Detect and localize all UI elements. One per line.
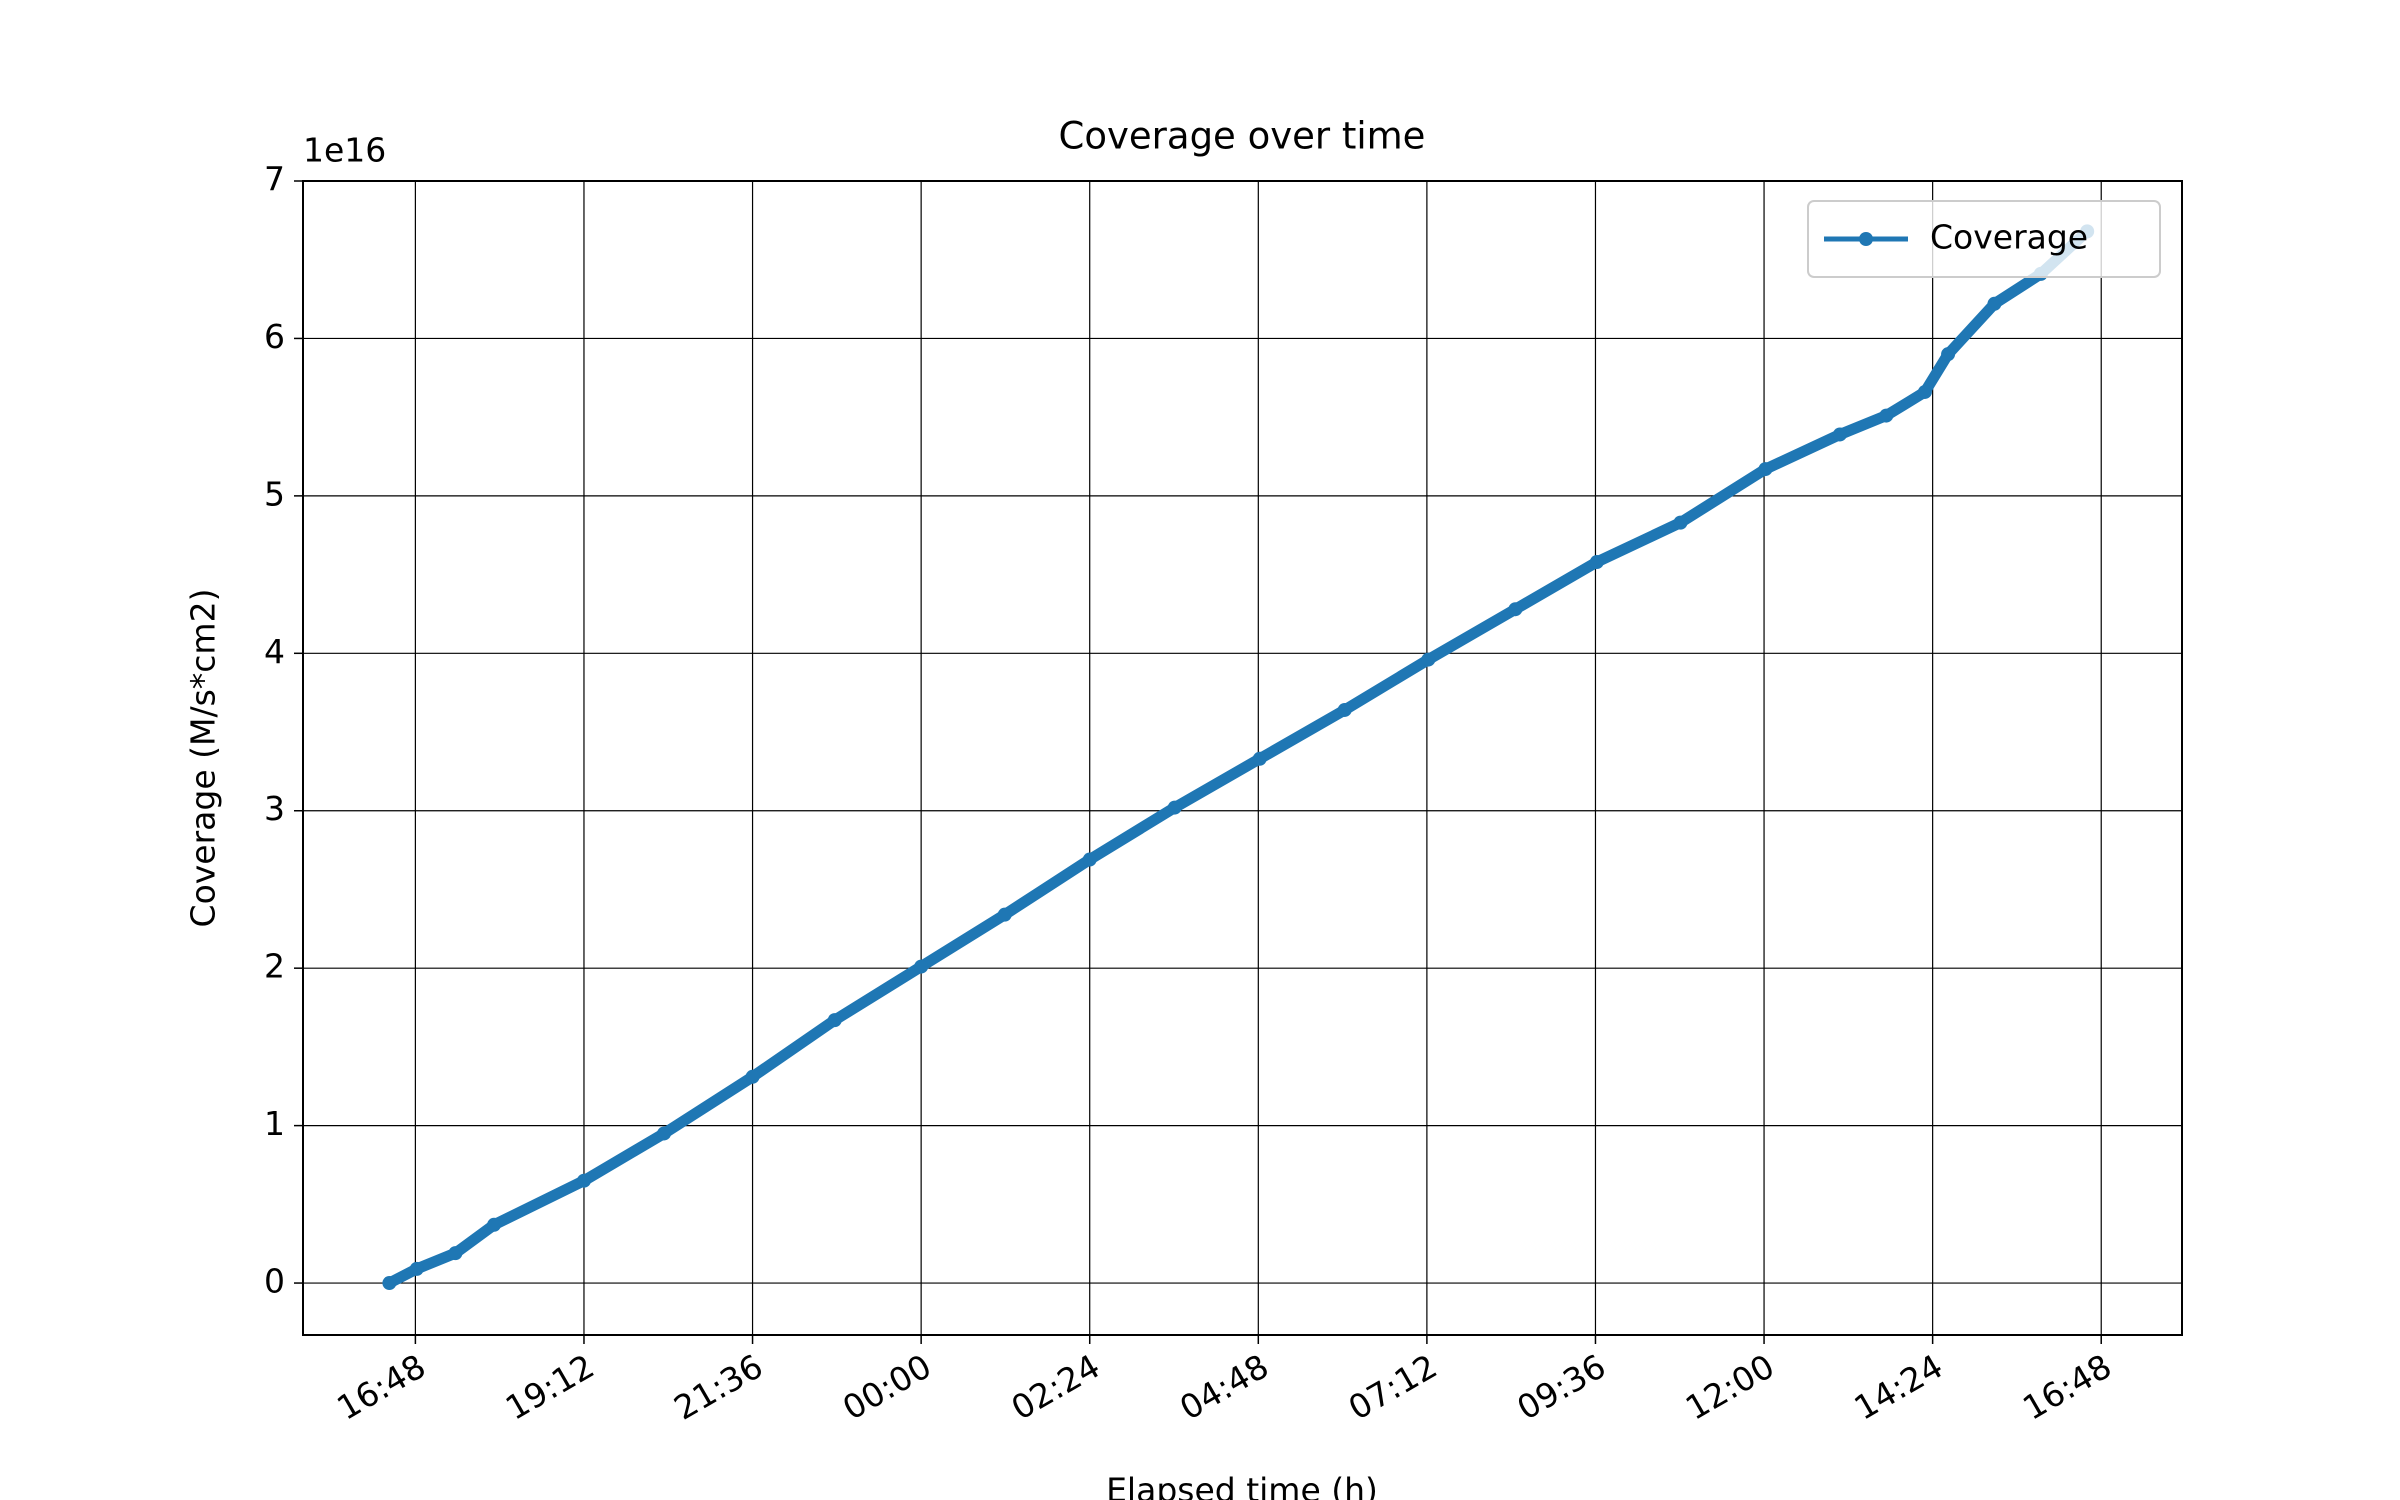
y-tick-label: 3 [264, 789, 285, 828]
x-tick-label: 14:24 [1848, 1346, 1950, 1427]
x-tick-label: 07:12 [1342, 1346, 1444, 1427]
data-point [1879, 408, 1894, 423]
chart-title: Coverage over time [1059, 115, 1426, 158]
data-point [1167, 800, 1182, 815]
data-point [1673, 515, 1688, 530]
y-axis-label: Coverage (M/s*cm2) [184, 589, 223, 928]
y-tick-label: 2 [264, 947, 285, 986]
x-tick-label: 16:48 [330, 1346, 432, 1427]
x-tick-label: 21:36 [667, 1346, 769, 1427]
data-point [382, 1276, 397, 1291]
x-axis-label: Elapsed time (h) [1106, 1471, 1378, 1500]
data-point [576, 1173, 591, 1188]
y-tick-label: 5 [264, 474, 285, 513]
plot-frame [302, 180, 2183, 1336]
legend-label: Coverage [1930, 218, 2088, 257]
y-offset-label: 1e16 [303, 131, 386, 170]
data-point [1082, 852, 1097, 867]
data-point [1758, 462, 1773, 477]
data-point [487, 1217, 502, 1232]
data-point [745, 1069, 760, 1084]
x-tick-label: 19:12 [499, 1346, 601, 1427]
data-point [1987, 296, 2002, 311]
y-tick-label: 0 [264, 1262, 285, 1301]
data-point [1421, 652, 1436, 667]
data-point [657, 1126, 672, 1141]
data-point [1508, 602, 1523, 617]
data-point [1589, 554, 1604, 569]
x-tick-label: 12:00 [1679, 1346, 1781, 1427]
data-line [383, 225, 2093, 1289]
x-tick-label: 02:24 [1005, 1346, 1107, 1427]
data-point [827, 1013, 842, 1028]
data-point [1917, 384, 1932, 399]
x-tick-label: 16:48 [2016, 1346, 2118, 1427]
data-point [914, 959, 929, 974]
y-tick-label: 1 [264, 1104, 285, 1143]
y-tick-label: 6 [264, 317, 285, 356]
y-tick-label: 4 [264, 632, 285, 671]
data-point [1941, 347, 1956, 362]
data-point [409, 1261, 424, 1276]
x-tick-label: 09:36 [1510, 1346, 1612, 1427]
x-tick-label: 00:00 [836, 1346, 938, 1427]
legend-box [1807, 200, 2161, 278]
data-point [1337, 702, 1352, 717]
data-point [997, 907, 1012, 922]
y-tick-label: 7 [264, 160, 285, 199]
data-point [448, 1246, 463, 1261]
legend-marker [1859, 232, 1873, 246]
data-point [1832, 427, 1847, 442]
x-tick-label: 04:48 [1173, 1346, 1275, 1427]
data-point [1252, 751, 1267, 766]
